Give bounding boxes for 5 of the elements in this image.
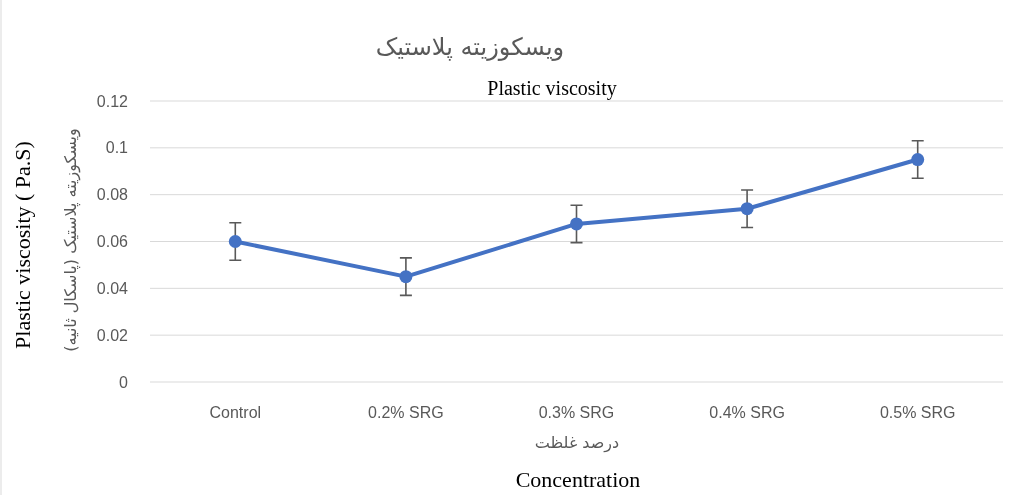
point (228, 235, 242, 248)
point (570, 217, 583, 231)
point (399, 270, 413, 284)
point (911, 153, 925, 167)
point (740, 202, 754, 216)
